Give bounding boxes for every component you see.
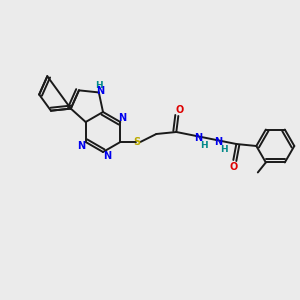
Text: N: N	[118, 113, 126, 123]
Text: H: H	[200, 140, 208, 149]
Text: N: N	[103, 151, 111, 161]
Text: O: O	[175, 105, 183, 115]
Text: H: H	[95, 81, 103, 90]
Text: S: S	[133, 137, 140, 147]
Text: N: N	[96, 86, 104, 96]
Text: N: N	[214, 137, 222, 147]
Text: H: H	[220, 145, 228, 154]
Text: N: N	[78, 141, 86, 151]
Text: O: O	[229, 162, 237, 172]
Text: N: N	[194, 133, 202, 143]
